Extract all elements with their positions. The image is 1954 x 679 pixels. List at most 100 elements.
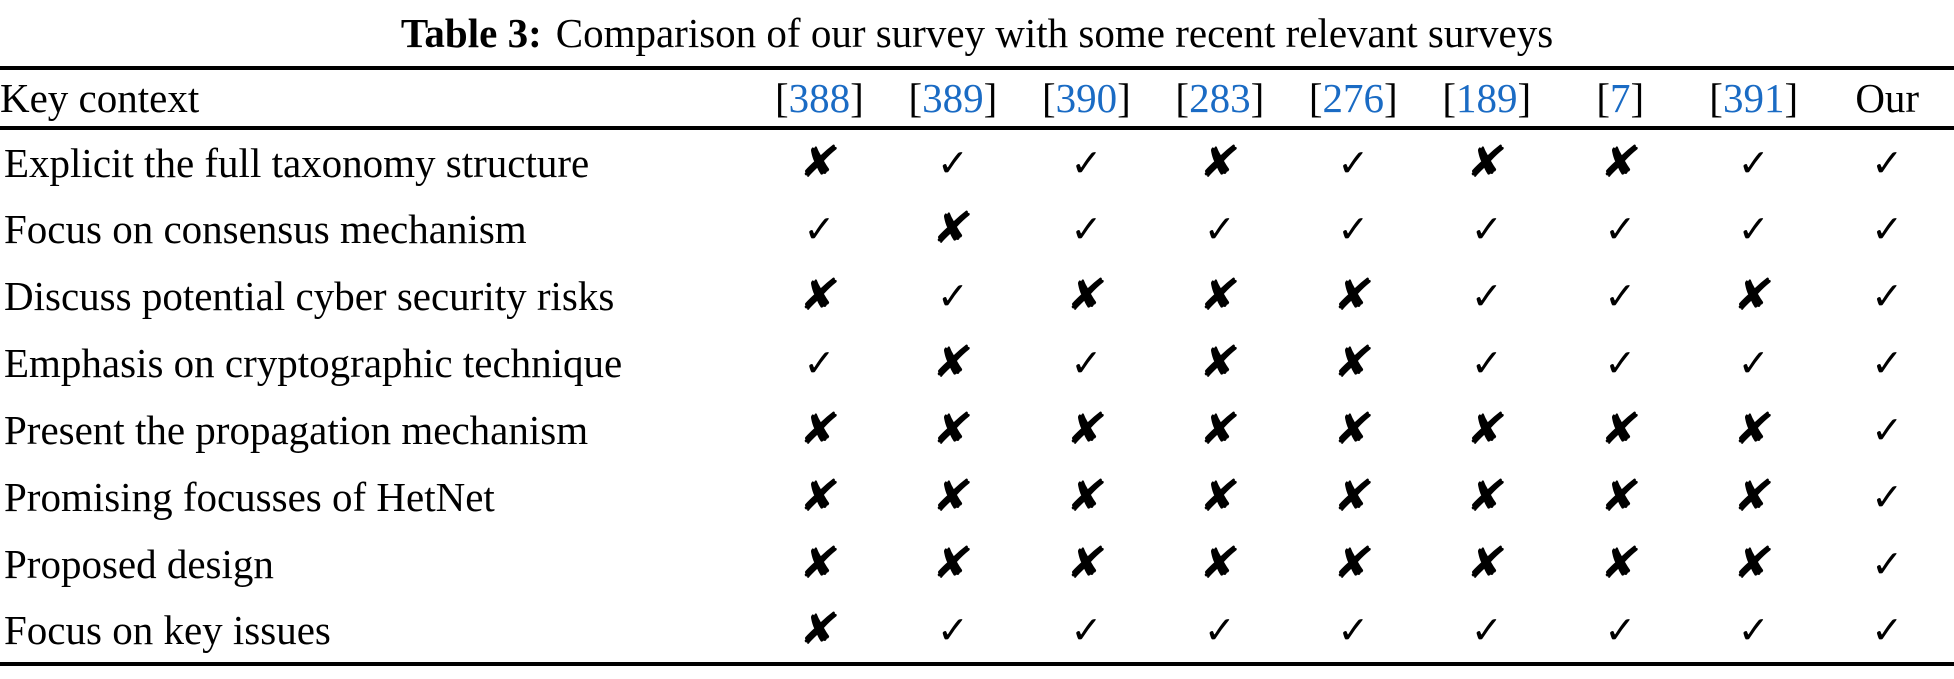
mark-cell: ✓: [1687, 597, 1820, 664]
citation-bracket-close: ]: [1630, 75, 1645, 121]
comparison-table: Key context [388] [389] [390] [283] [276] [18…: [0, 66, 1954, 666]
mark-cell: ✘: [1420, 396, 1553, 463]
mark-cell: ✘: [1020, 530, 1153, 597]
table-row: Proposed design ✘ ✘ ✘ ✘ ✘ ✘ ✘ ✘ ✓: [0, 530, 1954, 597]
cross-icon: ✘: [930, 537, 976, 589]
mark-cell: ✘: [1153, 329, 1286, 396]
mark-cell: ✓: [1820, 396, 1954, 463]
mark-cell: ✓: [886, 128, 1019, 195]
mark-cell: ✓: [753, 329, 886, 396]
citation-link-389[interactable]: 389: [922, 75, 984, 121]
citation-bracket-close: ]: [850, 75, 864, 121]
cross-icon: ✘: [1196, 336, 1243, 388]
cross-icon: ✘: [796, 136, 843, 188]
cross-icon: ✘: [796, 269, 843, 321]
citation-bracket-open: [: [1596, 75, 1610, 121]
mark-cell: ✓: [1687, 195, 1820, 262]
citation-link-391[interactable]: 391: [1722, 75, 1785, 121]
check-icon: ✓: [1871, 140, 1904, 185]
check-icon: ✓: [1337, 140, 1370, 185]
cross-icon: ✘: [796, 603, 843, 655]
citation-link-283[interactable]: 283: [1189, 75, 1251, 121]
mark-cell: ✓: [1687, 128, 1820, 195]
mark-cell: ✘: [1287, 262, 1420, 329]
cross-icon: ✘: [796, 537, 843, 589]
check-icon: ✓: [1737, 607, 1770, 652]
mark-cell: ✘: [1153, 530, 1286, 597]
cross-icon: ✘: [1597, 136, 1644, 188]
mark-cell: ✘: [753, 128, 886, 195]
citation-bracket-open: [: [908, 75, 923, 121]
citation-link-390[interactable]: 390: [1055, 75, 1118, 121]
table-caption: Table 3: Comparison of our survey with so…: [0, 0, 1954, 66]
column-header-ref-7: [7]: [1553, 68, 1687, 130]
table-row: Present the propagation mechanism ✘ ✘ ✘ ✘ ✘ ✘ ✘…: [0, 396, 1954, 463]
citation-link-189[interactable]: 189: [1456, 75, 1518, 121]
check-icon: ✓: [1604, 273, 1637, 318]
mark-cell: ✘: [1020, 463, 1153, 530]
mark-cell: ✘: [753, 463, 886, 530]
cross-icon: ✘: [1196, 269, 1243, 321]
mark-cell: ✘: [886, 530, 1019, 597]
cross-icon: ✘: [1463, 403, 1510, 455]
cross-icon: ✘: [1330, 269, 1377, 321]
mark-cell: ✘: [1687, 530, 1820, 597]
mark-cell: ✓: [1287, 597, 1420, 664]
mark-cell: ✓: [1820, 128, 1954, 195]
cross-icon: ✘: [930, 336, 976, 388]
cross-icon: ✘: [1330, 470, 1377, 522]
mark-cell: ✓: [1153, 597, 1286, 664]
citation-bracket-open: [: [1175, 75, 1190, 121]
table-body: Explicit the full taxonomy structure ✘ ✓ ✓ ✘…: [0, 128, 1954, 664]
citation-bracket-open: [: [1308, 75, 1323, 121]
check-icon: ✓: [1337, 206, 1370, 251]
citation-bracket-close: ]: [983, 75, 998, 121]
mark-cell: ✓: [1420, 329, 1553, 396]
cross-icon: ✘: [1730, 269, 1777, 321]
column-header-ref-390: [390]: [1019, 68, 1154, 130]
check-icon: ✓: [1203, 206, 1236, 251]
mark-cell: ✓: [1687, 329, 1820, 396]
mark-cell: ✓: [1020, 597, 1153, 664]
mark-cell: ✘: [1287, 396, 1420, 463]
mark-cell: ✘: [1687, 262, 1820, 329]
check-icon: ✓: [1070, 607, 1103, 652]
cross-icon: ✘: [1463, 537, 1510, 589]
mark-cell: ✘: [1420, 463, 1553, 530]
row-label: Promising focusses of HetNet: [4, 473, 495, 520]
citation-link-388[interactable]: 388: [788, 75, 851, 121]
mark-cell: ✘: [1287, 530, 1420, 597]
mark-cell: ✘: [1287, 463, 1420, 530]
cross-icon: ✘: [1463, 136, 1510, 188]
mark-cell: ✓: [1020, 195, 1153, 262]
mark-cell: ✘: [1554, 128, 1687, 195]
cross-icon: ✘: [1196, 403, 1243, 455]
check-icon: ✓: [936, 273, 969, 318]
citation-link-7[interactable]: 7: [1609, 75, 1631, 121]
mark-cell: ✘: [1153, 128, 1286, 195]
cross-icon: ✘: [1597, 470, 1644, 522]
check-icon: ✓: [1470, 340, 1503, 385]
check-icon: ✓: [1604, 340, 1637, 385]
mark-cell: ✘: [886, 329, 1019, 396]
cross-icon: ✘: [1196, 470, 1243, 522]
mark-cell: ✘: [1554, 463, 1687, 530]
mark-cell: ✘: [1153, 396, 1286, 463]
mark-cell: ✘: [753, 597, 886, 664]
citation-bracket-close: ]: [1517, 75, 1532, 121]
mark-cell: ✘: [886, 463, 1019, 530]
mark-cell: ✘: [1687, 463, 1820, 530]
mark-cell: ✓: [1554, 195, 1687, 262]
mark-cell: ✓: [1554, 329, 1687, 396]
check-icon: ✓: [1470, 206, 1503, 251]
cross-icon: ✘: [1063, 537, 1110, 589]
citation-link-276[interactable]: 276: [1322, 75, 1385, 121]
cross-icon: ✘: [1730, 403, 1777, 455]
citation-bracket-close: ]: [1784, 75, 1799, 121]
column-header-ref-283: [283]: [1153, 68, 1287, 130]
mark-cell: ✘: [1153, 463, 1286, 530]
mark-cell: ✘: [753, 530, 886, 597]
table-row: Emphasis on cryptographic technique ✓ ✘ ✓ ✘ ✘…: [0, 329, 1954, 396]
cross-icon: ✘: [1330, 336, 1377, 388]
mark-cell: ✓: [1820, 597, 1954, 664]
